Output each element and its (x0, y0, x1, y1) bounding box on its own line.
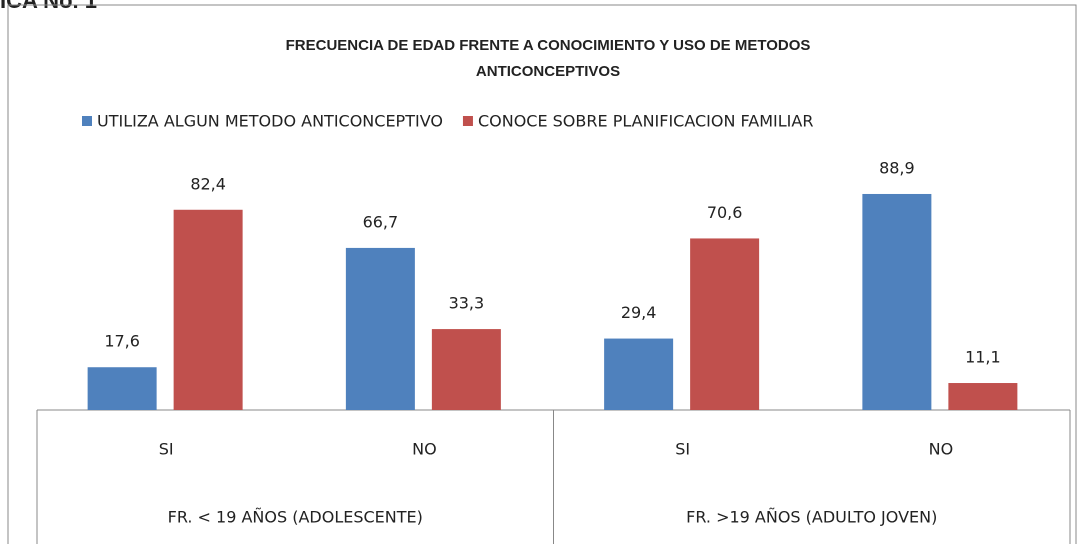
data-label: 29,4 (621, 303, 657, 322)
chart-title: FRECUENCIA DE EDAD FRENTE A CONOCIMIENTO… (286, 37, 811, 54)
bar (345, 247, 415, 410)
x-tick-label: NO (412, 440, 437, 459)
x-tick-label: NO (929, 440, 954, 459)
bar (862, 193, 932, 410)
data-label: 17,6 (104, 332, 140, 351)
data-label: 33,3 (449, 294, 485, 313)
caption: ICA No. 1 (0, 0, 97, 13)
x-tick-label: SI (675, 440, 690, 459)
bar (604, 338, 674, 410)
x-tick-label: SI (159, 440, 174, 459)
bar (690, 238, 760, 410)
data-label: 11,1 (965, 348, 1001, 367)
data-label: 82,4 (190, 174, 226, 193)
group-label: FR. < 19 AÑOS (ADOLESCENTE) (168, 508, 423, 527)
legend-label: CONOCE SOBRE PLANIFICACION FAMILIAR (478, 112, 814, 131)
chart-frame (7, 4, 1077, 544)
bar (431, 329, 501, 410)
data-label: 88,9 (879, 158, 915, 177)
bar (173, 209, 243, 410)
data-label: 70,6 (707, 203, 743, 222)
group-label: FR. >19 AÑOS (ADULTO JOVEN) (686, 508, 937, 527)
bar (948, 383, 1018, 410)
legend-label: UTILIZA ALGUN METODO ANTICONCEPTIVO (97, 112, 443, 131)
legend-swatch (462, 116, 473, 126)
bar (87, 367, 157, 410)
data-label: 66,7 (363, 212, 399, 231)
chart-title: ANTICONCEPTIVOS (476, 63, 620, 80)
legend-swatch (82, 116, 92, 126)
